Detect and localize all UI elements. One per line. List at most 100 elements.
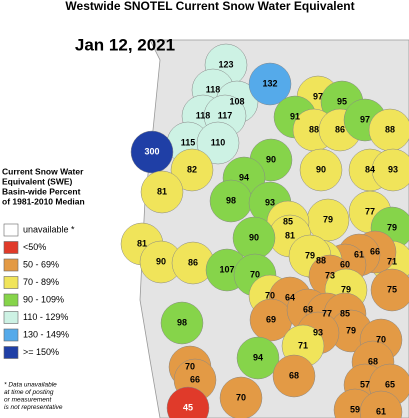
basin-label: 95 (337, 96, 347, 106)
basin-label: 64 (285, 292, 295, 302)
basin-label: 88 (385, 124, 395, 134)
basin-label: 82 (187, 164, 197, 174)
legend-title: Basin-wide Percent (2, 186, 81, 196)
basin-label: 90 (156, 256, 166, 266)
basin-label: 94 (253, 352, 263, 362)
legend-title: of 1981-2010 Median (2, 196, 85, 206)
basin-label: 81 (137, 238, 147, 248)
basin-label: 97 (313, 91, 323, 101)
basin-label: 69 (266, 314, 276, 324)
basin-label: 94 (239, 172, 249, 182)
basin-region (248, 62, 292, 106)
basin-region (371, 148, 409, 192)
basin-label: 79 (323, 214, 333, 224)
basin-label: 70 (250, 269, 260, 279)
basin-label: 70 (185, 361, 195, 371)
basin-label: 79 (341, 284, 351, 294)
basin-label: 85 (283, 216, 293, 226)
basin-region (196, 121, 240, 165)
basin-label: 90 (249, 232, 259, 242)
basin-label: 65 (385, 379, 395, 389)
basin-label: 77 (322, 308, 332, 318)
basin-label: 81 (285, 230, 295, 240)
legend-label: <50% (23, 242, 46, 252)
legend-swatch (3, 223, 19, 237)
basin-label: 85 (340, 308, 350, 318)
basin-label: 79 (387, 222, 397, 232)
legend-swatch (3, 293, 19, 307)
legend-swatch (3, 276, 19, 289)
basin-label: 93 (265, 197, 275, 207)
basins: 123 118 108 132 118 117 115 110 300 82 97 95 91 88 86 9… (120, 43, 409, 418)
basin-label: 68 (303, 304, 313, 314)
basin-label: 123 (218, 59, 233, 69)
basin-label: 93 (313, 327, 323, 337)
basin-label: 91 (290, 111, 300, 121)
legend-title: Equivalent (SWE) (2, 176, 73, 186)
basin-label: 68 (289, 370, 299, 380)
basin-label: 70 (236, 392, 246, 402)
basin-region (160, 301, 204, 345)
basin-region (236, 336, 280, 380)
basin-label: 75 (387, 284, 397, 294)
basin-label: 93 (388, 164, 398, 174)
basin-region (166, 386, 210, 418)
legend-label: 50 - 69% (23, 259, 59, 269)
basin-region (219, 376, 263, 418)
legend-label: unavailable * (23, 224, 75, 234)
basin-label: 300 (144, 146, 159, 156)
basin-label: 90 (316, 164, 326, 174)
legend-label: >= 150% (23, 347, 59, 357)
basin-label: 71 (387, 256, 397, 266)
legend-label: 90 - 109% (23, 294, 64, 304)
basin-label: 73 (325, 270, 335, 280)
basin-region (359, 390, 403, 418)
basin-region (130, 130, 174, 174)
basin-label: 70 (376, 334, 386, 344)
footnote: or measurement (4, 397, 53, 404)
basin-label: 79 (305, 250, 315, 260)
footnote: at time of posting (4, 389, 54, 396)
basin-label: 79 (346, 325, 356, 335)
basin-label: 88 (316, 255, 326, 265)
basin-label: 86 (188, 257, 198, 267)
legend-panel (0, 160, 112, 418)
basin-label: 66 (370, 246, 380, 256)
title: Westwide SNOTEL Current Snow Water Equiv… (65, 0, 354, 13)
legend-swatch (3, 258, 19, 272)
basin-label: 88 (309, 124, 319, 134)
basin-region (170, 148, 214, 192)
legend-title: Current Snow Water (2, 166, 84, 176)
footnote: * Data unavailable (4, 382, 57, 389)
basin-label: 98 (226, 195, 236, 205)
legend-label: 130 - 149% (23, 329, 69, 339)
basin-label: 68 (368, 356, 378, 366)
basin-label: 57 (360, 379, 370, 389)
basin-region (370, 268, 409, 312)
basin-label: 118 (206, 84, 221, 94)
basin-label: 61 (354, 249, 364, 259)
basin-label: 117 (218, 110, 233, 120)
basin-label: 84 (365, 164, 375, 174)
basin-label: 77 (365, 206, 375, 216)
basin-region (140, 170, 184, 214)
basin-label: 98 (177, 317, 187, 327)
legend-label: 110 - 129% (23, 312, 68, 322)
basin-label: 86 (335, 124, 345, 134)
footnote: is not representative (4, 404, 63, 411)
basin-label: 60 (340, 259, 350, 269)
basin-label: 90 (266, 154, 276, 164)
basin-label: 59 (350, 404, 360, 414)
basin-label: 61 (376, 406, 386, 416)
basin-label: 118 (196, 110, 211, 120)
basin-label: 81 (157, 186, 167, 196)
basin-label: 107 (219, 264, 234, 274)
legend-swatch (3, 241, 19, 254)
date: Jan 12, 2021 (75, 35, 175, 54)
basin-region (272, 354, 316, 398)
legend-label: 70 - 89% (23, 277, 59, 287)
basin-region (299, 148, 343, 192)
basin-label: 71 (298, 340, 308, 350)
